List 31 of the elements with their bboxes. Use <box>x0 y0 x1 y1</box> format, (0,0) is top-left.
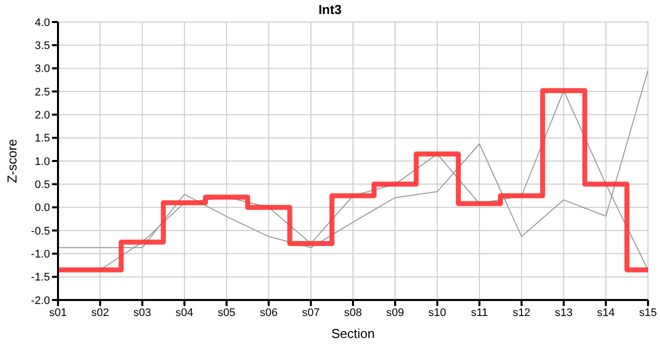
y-tick-label: 3.0 <box>34 63 50 76</box>
x-tick-label: s09 <box>386 306 404 319</box>
y-tick-label: 1.0 <box>34 156 50 168</box>
x-tick-label: s11 <box>470 306 488 319</box>
y-tick-label: 1.5 <box>34 132 50 145</box>
chart-title: Int3 <box>317 2 343 17</box>
y-tick-label: 2.5 <box>34 86 50 98</box>
y-tick-label: 4.0 <box>34 16 50 29</box>
x-tick-label: s02 <box>91 306 110 319</box>
x-tick-label: s10 <box>428 306 446 319</box>
y-tick-label: -1.0 <box>31 248 50 261</box>
y-tick-label: -0.5 <box>31 225 50 238</box>
y-axis-title: Z-score <box>4 138 20 184</box>
x-tick-label: s07 <box>302 306 320 319</box>
x-tick-label: s05 <box>218 306 236 319</box>
x-tick-label: s08 <box>344 306 362 319</box>
y-tick-label: -1.5 <box>31 272 50 284</box>
x-tick-label: s03 <box>133 306 152 319</box>
x-tick-label: s04 <box>176 306 194 319</box>
x-tick-label: s01 <box>49 306 67 319</box>
x-tick-label: s13 <box>554 306 573 319</box>
x-tick-label: s06 <box>260 306 278 319</box>
y-tick-label: 3.5 <box>34 40 50 52</box>
y-tick-label: -2.0 <box>31 294 50 307</box>
x-axis-title: Section <box>331 326 375 341</box>
y-tick-label: 2.0 <box>34 110 50 122</box>
x-tick-label: s12 <box>512 306 530 319</box>
x-tick-label: s14 <box>596 306 615 319</box>
x-tick-label: s15 <box>639 306 657 319</box>
y-tick-label: 0.0 <box>34 202 50 214</box>
y-tick-label: 0.5 <box>34 179 50 192</box>
